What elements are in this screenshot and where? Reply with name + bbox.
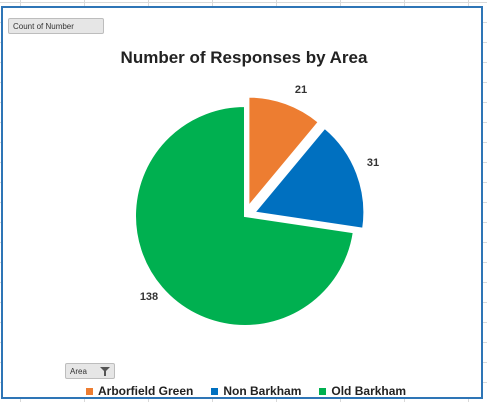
chart-area[interactable]: Count of Number Number of Responses by A… [1,6,483,399]
chart-title: Number of Responses by Area [120,48,368,67]
pie-slice-non-barkham[interactable] [252,126,366,230]
legend-label: Old Barkham [331,384,407,398]
legend-swatch [319,387,327,395]
pie-chart: 21 31 138 [134,84,379,327]
legend-item-non-barkham: Non Barkham [211,384,301,398]
area-field-button[interactable]: Area [65,363,115,379]
legend-label: Non Barkham [223,384,302,398]
pie-slice-arborfield-green[interactable] [247,95,321,210]
data-label: 138 [140,291,158,303]
data-label: 31 [367,157,379,169]
value-field-button[interactable]: Count of Number [8,18,104,34]
filter-dropdown-icon[interactable] [100,367,110,376]
legend-swatch [211,387,219,395]
legend-swatch [86,387,93,395]
area-field-label: Area [70,367,87,376]
legend-label: Arborfield Green [98,384,194,398]
pie-slice-old-barkham[interactable] [134,104,355,327]
legend-item-old-barkham: Old Barkham [319,384,406,398]
legend: Arborfield Green Non Barkham Old Barkham [86,384,406,398]
data-label: 21 [295,84,307,96]
legend-item-arborfield-green: Arborfield Green [86,384,193,398]
